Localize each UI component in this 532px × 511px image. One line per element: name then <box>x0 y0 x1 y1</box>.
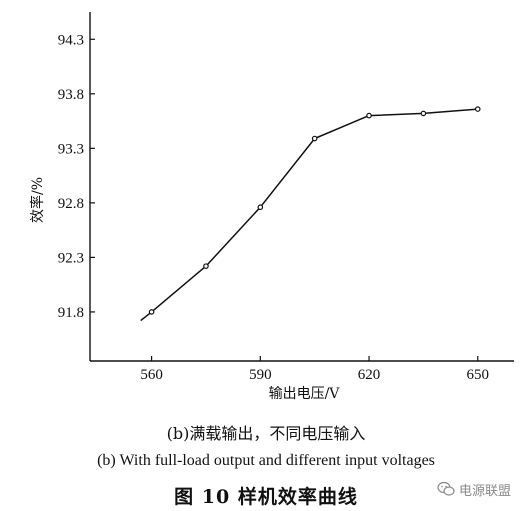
efficiency-line <box>140 108 478 322</box>
watermark: 电源联盟 <box>437 478 529 500</box>
x-tick-label: 590 <box>249 367 272 383</box>
data-point <box>474 106 481 112</box>
x-tick-label: 560 <box>140 367 163 383</box>
y-tick-label: 94.3 <box>58 32 84 48</box>
y-axis-title: 效率/% <box>29 177 46 223</box>
data-point <box>311 135 318 142</box>
data-point <box>257 204 264 211</box>
x-axis-title: 输出电压/V <box>269 386 341 400</box>
y-tick-label: 93.8 <box>58 87 84 103</box>
efficiency-series <box>140 106 481 322</box>
data-point <box>148 309 155 315</box>
x-axis-ticks: 560 590 620 650 <box>140 356 489 383</box>
y-tick-label: 92.8 <box>58 196 84 212</box>
y-tick-label: 91.8 <box>58 305 84 321</box>
y-tick-label: 93.3 <box>58 141 84 157</box>
y-axis-ticks: 91.8 92.3 92.8 93.3 93.8 94.3 <box>58 32 95 321</box>
chart-caption-english: (b) With full-load output and different … <box>97 452 435 469</box>
figure-title: 图 10 样机效率曲线 <box>174 486 358 508</box>
chart-caption-chinese: (b)满载输出，不同电压输入 <box>166 424 366 443</box>
data-point <box>203 263 209 269</box>
data-point <box>420 110 427 117</box>
watermark-text: 电源联盟 <box>459 483 512 499</box>
wechat-icon <box>437 481 455 497</box>
x-tick-label: 650 <box>467 367 490 383</box>
x-tick-label: 620 <box>358 367 381 383</box>
chart-axes <box>89 12 514 362</box>
y-tick-label: 92.3 <box>58 250 84 266</box>
data-point <box>366 112 372 119</box>
efficiency-chart: 91.8 92.3 92.8 93.3 93.8 94.3 560 590 620 650 效率… <box>29 12 514 400</box>
